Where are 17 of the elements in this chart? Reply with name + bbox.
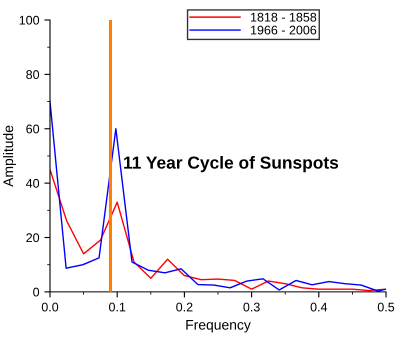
- y-tick-label: 0: [33, 288, 40, 297]
- ref-line-label: 11 Year Cycle of Sunspots: [124, 156, 338, 172]
- y-tick-label: 20: [26, 233, 40, 242]
- legend-label: 1818 - 1858: [251, 12, 316, 22]
- x-tick-label: 0.5: [378, 302, 394, 312]
- x-tick-label: 0.3: [243, 302, 260, 312]
- x-tick-label: 0.4: [310, 302, 328, 312]
- y-tick-label: 40: [26, 178, 40, 188]
- x-tick-label: 0.1: [109, 302, 126, 312]
- y-axis-title: Amplitude: [3, 126, 16, 187]
- x-axis-title: Frequency: [186, 320, 251, 332]
- y-tick-label: 60: [26, 124, 40, 134]
- x-tick-label: 0.0: [42, 302, 58, 312]
- y-tick-label: 80: [26, 70, 40, 80]
- legend-label: 1966 - 2006: [251, 26, 316, 35]
- x-tick-label: 0.2: [176, 302, 192, 312]
- y-tick-label: 100: [20, 16, 40, 25]
